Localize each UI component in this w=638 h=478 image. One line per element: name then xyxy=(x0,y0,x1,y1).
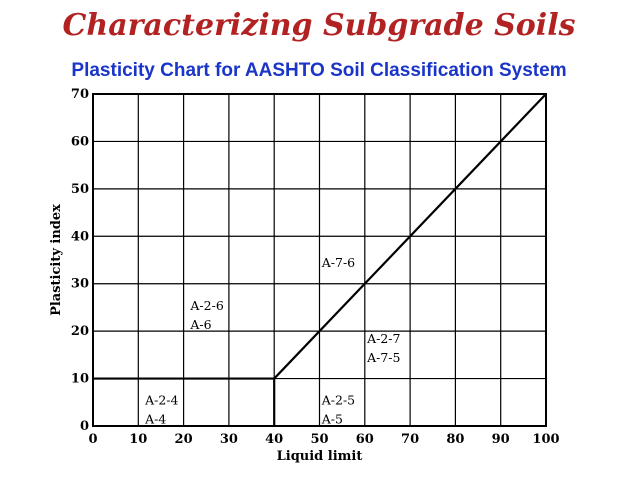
zone-label: A-2-7 xyxy=(366,331,400,346)
y-tick-label: 10 xyxy=(71,372,89,387)
y-tick-label: 70 xyxy=(71,87,89,102)
boundary-line xyxy=(273,93,547,380)
y-axis-label: Plasticity index xyxy=(49,204,64,316)
x-tick-label: 100 xyxy=(532,432,559,447)
y-tick-label: 40 xyxy=(71,229,89,244)
x-tick-label: 20 xyxy=(175,432,193,447)
y-tick-label: 50 xyxy=(71,182,89,197)
zone-label: A-7-5 xyxy=(366,350,400,365)
x-tick-label: 50 xyxy=(310,432,328,447)
zone-labels: A-2-4 A-4 A-2-6 A-6 A-7-6 A-2-7 A-7-5 A-2-5 A-5 xyxy=(144,255,400,427)
x-tick-label: 40 xyxy=(265,432,283,447)
slide-title: Characterizing Subgrade Soils xyxy=(62,8,576,43)
y-tick-label: 0 xyxy=(80,419,89,434)
y-tick-label: 30 xyxy=(71,277,89,292)
zone-label: A-2-4 xyxy=(144,393,178,408)
y-tick-label: 60 xyxy=(71,134,89,149)
x-tick-label: 30 xyxy=(220,432,238,447)
y-tick-label: 20 xyxy=(71,324,89,339)
x-axis-label: Liquid limit xyxy=(277,449,363,464)
zone-label: A-4 xyxy=(144,412,166,427)
x-tick-label: 0 xyxy=(88,432,97,447)
grid xyxy=(92,93,547,427)
tick-labels: 0 10 20 30 40 50 60 70 80 90 100 0 10 20 30 40 50 60 70 xyxy=(71,87,560,447)
x-tick-label: 60 xyxy=(356,432,374,447)
zone-label: A-5 xyxy=(321,412,343,427)
plot-frame xyxy=(92,93,547,427)
x-tick-label: 90 xyxy=(492,432,510,447)
zone-label: A-7-6 xyxy=(321,255,355,270)
x-tick-label: 70 xyxy=(401,432,419,447)
x-tick-label: 80 xyxy=(446,432,464,447)
classification-boundaries xyxy=(93,93,547,426)
x-tick-label: 10 xyxy=(129,432,147,447)
zone-label: A-6 xyxy=(189,317,211,332)
zone-label: A-2-5 xyxy=(321,393,355,408)
chart-title: Plasticity Chart for AASHTO Soil Classif… xyxy=(71,60,567,81)
zone-label: A-2-6 xyxy=(189,298,223,313)
